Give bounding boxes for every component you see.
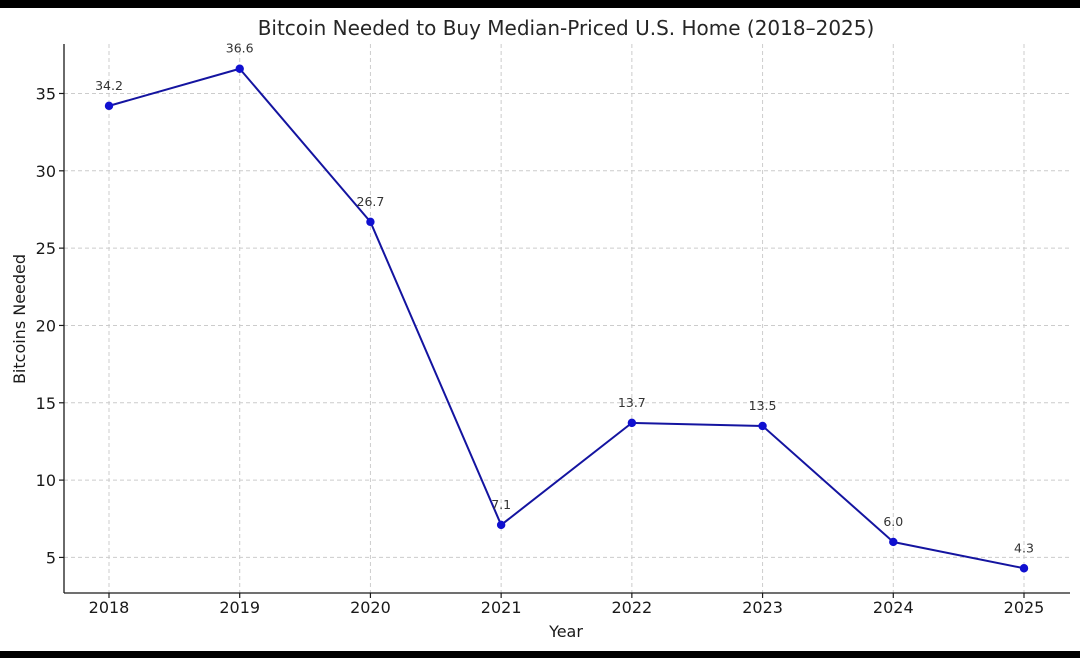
data-point: [496, 520, 506, 530]
y-tick-label: 30: [36, 162, 56, 181]
data-point: [1019, 564, 1029, 573]
data-point: [104, 101, 114, 111]
x-tick-label: 2019: [219, 598, 260, 617]
data-label: 36.6: [226, 41, 254, 56]
x-tick-label: 2025: [1004, 598, 1045, 617]
x-tick-label: 2020: [350, 598, 391, 617]
data-point: [627, 418, 637, 428]
y-tick-label: 35: [36, 84, 56, 103]
x-tick-label: 2022: [611, 598, 652, 617]
series-line: [108, 67, 1025, 570]
x-tick-label: 2023: [742, 598, 783, 617]
data-label: 4.3: [1014, 540, 1034, 555]
y-tick-label: 20: [36, 316, 56, 335]
data-label: 26.7: [357, 194, 385, 209]
x-tick-label: 2024: [873, 598, 914, 617]
grid: [64, 44, 1070, 593]
data-label: 6.0: [883, 514, 903, 529]
data-label: 7.1: [491, 497, 511, 512]
data-point: [235, 64, 244, 73]
x-axis-label: Year: [548, 622, 583, 641]
chart-title: Bitcoin Needed to Buy Median-Priced U.S.…: [258, 16, 875, 40]
data-label: 13.5: [749, 398, 777, 413]
data-point: [366, 217, 375, 227]
data-point: [758, 421, 767, 431]
y-tick-label: 15: [36, 394, 56, 413]
chart-canvas: [0, 8, 1080, 651]
y-tick-label: 10: [36, 471, 56, 490]
x-tick-label: 2018: [89, 598, 130, 617]
data-labels: 34.2 36.6 26.7 7.1 13.7 13.5 6.0 4.3: [95, 41, 1034, 556]
axes: [63, 44, 1070, 594]
ticks: 2018 2019 2020 2021 2022 2023 2024 202551015202…: [36, 84, 1045, 617]
data-label: 13.7: [618, 395, 646, 410]
data-label: 34.2: [95, 78, 123, 93]
series-layer: [104, 64, 1029, 573]
y-axis-label: Bitcoins Needed: [10, 254, 29, 384]
y-tick-label: 25: [36, 239, 56, 258]
x-tick-label: 2021: [481, 598, 522, 617]
data-point: [889, 537, 898, 547]
y-tick-label: 5: [46, 548, 56, 567]
